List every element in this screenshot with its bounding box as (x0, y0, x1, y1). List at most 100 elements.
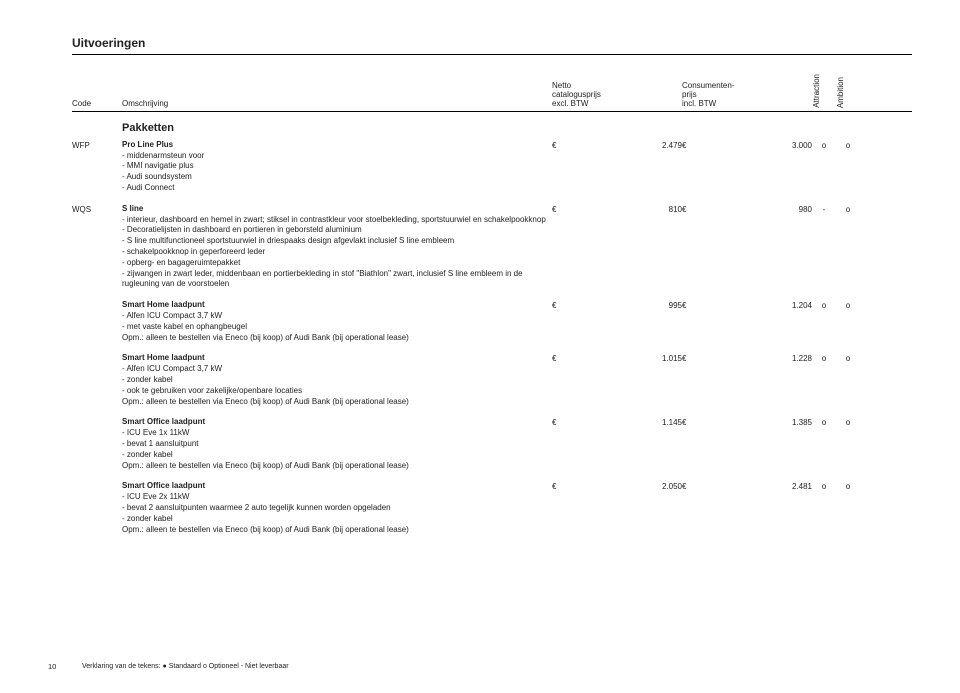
currency-symbol: € (682, 417, 742, 427)
item-title: Pro Line Plus (122, 140, 552, 151)
mark-attraction: o (812, 140, 836, 150)
item-line: - Alfen ICU Compact 3,7 kW (122, 311, 552, 322)
item-line: Opm.: alleen te bestellen via Eneco (bij… (122, 525, 552, 536)
description-cell: Smart Office laadpunt- ICU Eve 2x 11kW- … (122, 481, 552, 535)
item-line: - ICU Eve 2x 11kW (122, 492, 552, 503)
mark-ambition: o (836, 417, 860, 427)
section-title: Uitvoeringen (72, 36, 912, 55)
item-line: Opm.: alleen te bestellen via Eneco (bij… (122, 397, 552, 408)
item-line: - S line multifunctioneel sportstuurwiel… (122, 236, 552, 247)
mark-attraction: - (812, 204, 836, 214)
currency-symbol: € (552, 300, 612, 310)
currency-symbol: € (552, 481, 612, 491)
item-line: - bevat 1 aansluitpunt (122, 439, 552, 450)
item-title: Smart Office laadpunt (122, 481, 552, 492)
table-header: Code Omschrijving Netto catalogusprijs e… (72, 73, 912, 112)
code-cell (72, 300, 122, 301)
item-line: - zonder kabel (122, 514, 552, 525)
item-line: - schakelpookknop in geperforeerd leder (122, 247, 552, 258)
item-line: - Alfen ICU Compact 3,7 kW (122, 364, 552, 375)
currency-symbol: € (682, 353, 742, 363)
item-line: - ook te gebruiken voor zakelijke/openba… (122, 386, 552, 397)
head-netto-3: excl. BTW (552, 99, 682, 108)
description-cell: Smart Home laadpunt- Alfen ICU Compact 3… (122, 353, 552, 407)
item-line: - bevat 2 aansluitpunten waarmee 2 auto … (122, 503, 552, 514)
item-line: - zonder kabel (122, 375, 552, 386)
item-line: Opm.: alleen te bestellen via Eneco (bij… (122, 333, 552, 344)
group-row: Pakketten (72, 116, 912, 138)
price-netto: 995 (612, 300, 682, 310)
legend-text: Verklaring van de tekens: ● Standaard o … (82, 663, 289, 670)
price-netto: 1.015 (612, 353, 682, 363)
price-cons: 1.228 (742, 353, 812, 363)
item-line: - zonder kabel (122, 450, 552, 461)
price-netto: 810 (612, 204, 682, 214)
price-cons: 2.481 (742, 481, 812, 491)
currency-symbol: € (682, 481, 742, 491)
head-code: Code (72, 99, 122, 108)
head-netto-2: catalogusprijs (552, 90, 682, 99)
table-row: Smart Home laadpunt- Alfen ICU Compact 3… (72, 300, 912, 343)
code-cell: WFP (72, 140, 122, 150)
description-cell: Smart Home laadpunt- Alfen ICU Compact 3… (122, 300, 552, 343)
mark-attraction: o (812, 300, 836, 310)
mark-attraction: o (812, 353, 836, 363)
description-cell: Smart Office laadpunt- ICU Eve 1x 11kW- … (122, 417, 552, 471)
price-cons: 980 (742, 204, 812, 214)
table-row: Smart Office laadpunt- ICU Eve 2x 11kW- … (72, 481, 912, 535)
item-line: - middenarmsteun voor (122, 151, 552, 162)
mark-ambition: o (836, 353, 860, 363)
item-line: - Decoratielijsten in dashboard en porti… (122, 225, 552, 236)
table-row: WQSS line- interieur, dashboard en hemel… (72, 204, 912, 290)
mark-ambition: o (836, 204, 860, 214)
currency-symbol: € (682, 300, 742, 310)
item-line: - MMI navigatie plus (122, 161, 552, 172)
group-title: Pakketten (122, 116, 552, 138)
head-col-attraction: Attraction (812, 73, 836, 108)
head-cons: Consumenten- prijs incl. BTW (682, 81, 812, 108)
head-cons-1: Consumenten- (682, 81, 812, 90)
currency-symbol: € (552, 140, 612, 150)
currency-symbol: € (552, 204, 612, 214)
head-cons-2: prijs (682, 90, 812, 99)
item-line: - met vaste kabel en ophangbeugel (122, 322, 552, 333)
table-row: Smart Office laadpunt- ICU Eve 1x 11kW- … (72, 417, 912, 471)
price-cons: 1.204 (742, 300, 812, 310)
mark-attraction: o (812, 481, 836, 491)
item-line: - ICU Eve 1x 11kW (122, 428, 552, 439)
item-title: S line (122, 204, 552, 215)
item-line: - Audi soundsystem (122, 172, 552, 183)
head-netto-1: Netto (552, 81, 682, 90)
table-row: WFPPro Line Plus- middenarmsteun voor- M… (72, 140, 912, 194)
code-cell (72, 353, 122, 354)
page-footer: 10 Verklaring van de tekens: ● Standaard… (48, 662, 289, 671)
price-cons: 1.385 (742, 417, 812, 427)
mark-ambition: o (836, 481, 860, 491)
item-line: - interieur, dashboard en hemel in zwart… (122, 215, 552, 226)
head-col-ambition: Ambition (836, 76, 860, 108)
price-netto: 2.050 (612, 481, 682, 491)
code-cell (72, 481, 122, 482)
item-line: - opberg- en bagageruimtepakket (122, 258, 552, 269)
mark-attraction: o (812, 417, 836, 427)
currency-symbol: € (552, 417, 612, 427)
price-netto: 1.145 (612, 417, 682, 427)
price-netto: 2.479 (612, 140, 682, 150)
currency-symbol: € (682, 140, 742, 150)
head-desc: Omschrijving (122, 99, 552, 108)
items-list: WFPPro Line Plus- middenarmsteun voor- M… (72, 140, 912, 536)
page-number: 10 (48, 662, 66, 671)
currency-symbol: € (682, 204, 742, 214)
item-line: Opm.: alleen te bestellen via Eneco (bij… (122, 461, 552, 472)
item-line: - zijwangen in zwart leder, middenbaan e… (122, 269, 552, 291)
description-cell: S line- interieur, dashboard en hemel in… (122, 204, 552, 290)
table-row: Smart Home laadpunt- Alfen ICU Compact 3… (72, 353, 912, 407)
page: Uitvoeringen Code Omschrijving Netto cat… (0, 0, 960, 693)
head-cons-3: incl. BTW (682, 99, 812, 108)
head-netto: Netto catalogusprijs excl. BTW (552, 81, 682, 108)
item-line: - Audi Connect (122, 183, 552, 194)
code-cell (72, 417, 122, 418)
price-cons: 3.000 (742, 140, 812, 150)
item-title: Smart Office laadpunt (122, 417, 552, 428)
mark-ambition: o (836, 300, 860, 310)
